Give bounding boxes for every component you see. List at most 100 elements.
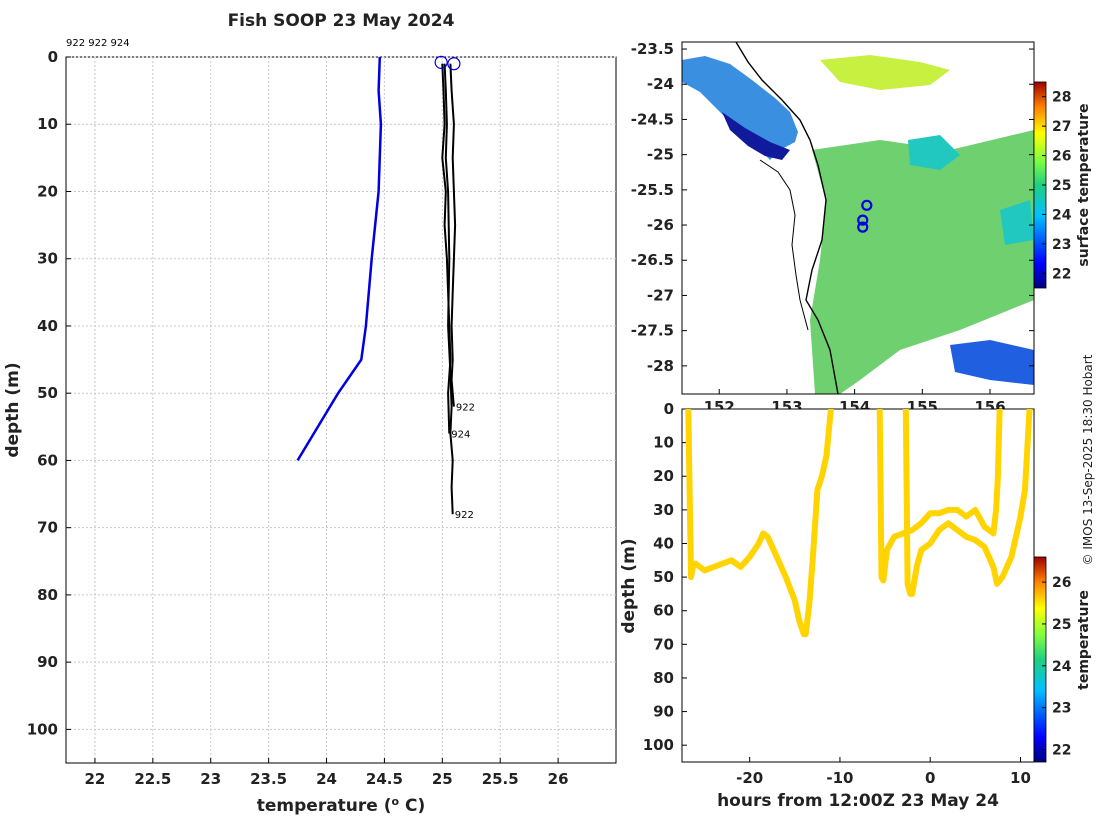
profile-xtick-label: 26: [548, 770, 569, 788]
ts-colorbar-ticks: 22 23 24 25 26: [1042, 575, 1072, 758]
profile-xtick-label: 23: [200, 770, 221, 788]
map-colorbar-ticks: 22 23 24 25 26 27 28: [1042, 90, 1072, 282]
map-blue-patch: [950, 340, 1034, 385]
profile-end-label: 922: [455, 510, 474, 521]
ts-ytick-label: 40: [653, 534, 674, 552]
profile-chart: Fish SOOP 23 May 2024 922 922 924 22 22.5…: [3, 11, 617, 816]
map-colorbar-tick-label: 27: [1052, 119, 1071, 135]
profile-ylabel: depth (m): [3, 362, 23, 457]
ts-ytick-label: 70: [653, 635, 674, 653]
profile-ticks: 22 22.5 23 23.5 24 24.5 25 25.5 26 0 10 20 30 40 50 60 7…: [27, 48, 569, 788]
map-ytick-label: -27.5: [631, 322, 674, 340]
ts-colorbar-tick-label: 23: [1052, 701, 1071, 717]
credit-text: © IMOS 13-Sep-2025 18:30 Hobart: [1081, 354, 1095, 565]
coastline-inner: [759, 159, 809, 331]
ts-xtick-label: -20: [736, 769, 763, 787]
ts-colorbar-tick-label: 22: [1052, 742, 1071, 758]
map-colorbar-tick-label: 26: [1052, 149, 1071, 165]
profile-line-climatology: [296, 56, 383, 462]
ts-ytick-label: 20: [653, 467, 674, 485]
ts-colorbar-label: temperature: [1076, 590, 1092, 690]
profile-xtick-label: 22: [85, 770, 106, 788]
map-warm-patch: [810, 130, 1034, 394]
map-ytick-label: -23.5: [631, 40, 674, 58]
ts-colorbar-tick-label: 25: [1052, 617, 1071, 633]
ts-xtick-label: 0: [925, 769, 935, 787]
map-colorbar-tick-label: 28: [1052, 90, 1071, 106]
ts-xtick-label: -10: [826, 769, 853, 787]
ts-ytick-label: 10: [653, 434, 674, 452]
profile-series: 922 924 922: [296, 55, 475, 521]
profile-ytick-label: 60: [37, 451, 58, 469]
map-ytick-label: -24: [647, 75, 674, 93]
profile-xtick-label: 25: [432, 770, 453, 788]
profile-axes-box: [65, 56, 617, 764]
profile-ytick-label: 20: [37, 182, 58, 200]
sst-map: -23.5 -24 -24.5 -25 -25.5 -26 -26.5 -27 -27.5 -28…: [631, 40, 1092, 416]
ts-ytick-label: 0: [664, 400, 674, 418]
profile-xtick-label: 25.5: [482, 770, 519, 788]
profile-start-marker: [447, 57, 461, 71]
ts-xlabel: hours from 12:00Z 23 May 24: [717, 791, 999, 811]
map-colorbar-label: surface temperature: [1076, 103, 1092, 266]
map-colorbar-tick-label: 24: [1052, 207, 1072, 223]
map-clip: [682, 42, 1034, 394]
map-colorbar-tick-label: 23: [1052, 237, 1071, 253]
ts-axes-box: [681, 408, 1035, 763]
map-colorbar-tick-label: 25: [1052, 178, 1071, 194]
map-ytick-label: -25.5: [631, 181, 674, 199]
profile-header-ids: 922 922 924: [66, 38, 130, 49]
profile-xtick-label: 24: [316, 770, 337, 788]
map-cool-band: [682, 56, 798, 160]
ts-ytick-label: 100: [643, 736, 674, 754]
map-ytick-label: -26: [647, 216, 674, 234]
profile-ytick-label: 0: [48, 48, 58, 66]
map-profile-marker: [857, 214, 869, 226]
ts-track-922b: [902, 409, 1033, 597]
profile-ytick-label: 70: [37, 519, 58, 537]
map-profile-marker: [861, 199, 873, 211]
map-ytick-label: -25: [647, 146, 674, 164]
profile-end-label: 922: [456, 403, 475, 414]
profile-ytick-label: 10: [37, 115, 58, 133]
profile-start-marker: [434, 55, 448, 69]
profile-xtick-label: 23.5: [250, 770, 287, 788]
profile-xtick-label: 24.5: [366, 770, 403, 788]
profile-end-label: 924: [451, 430, 470, 441]
ts-track-924: [876, 409, 1003, 584]
map-ytick-label: -26.5: [631, 251, 674, 269]
ts-colorbar: [1033, 556, 1047, 763]
ts-xtick-label: 10: [1010, 769, 1031, 787]
coastline: [735, 42, 839, 394]
map-yellow-patch: [820, 55, 950, 90]
profile-ytick-label: 80: [37, 586, 58, 604]
map-colorbar-tick-label: 22: [1052, 266, 1071, 282]
profile-ytick-label: 90: [37, 653, 58, 671]
profile-line-922b: [443, 63, 454, 515]
ts-ytick-label: 30: [653, 501, 674, 519]
ts-colorbar-tick-label: 24: [1052, 659, 1072, 675]
map-profile-marker: [857, 221, 869, 233]
profile-ytick-label: 40: [37, 317, 58, 335]
profile-xlabel: temperature (o C): [257, 795, 426, 816]
ts-ytick-label: 60: [653, 602, 674, 620]
ts-tracks: [685, 409, 1033, 638]
ts-ytick-label: 90: [653, 703, 674, 721]
map-ytick-label: -24.5: [631, 110, 674, 128]
profile-ytick-label: 50: [37, 384, 58, 402]
ts-colorbar-tick-label: 26: [1052, 575, 1071, 591]
ts-track-922: [685, 409, 834, 638]
chart-title: Fish SOOP 23 May 2024: [228, 11, 455, 31]
profile-ytick-label: 30: [37, 250, 58, 268]
map-profile-markers: [857, 199, 873, 233]
ts-ytick-label: 50: [653, 568, 674, 586]
map-cyan-patches: [908, 135, 1034, 245]
map-cold-band: [722, 112, 790, 160]
profile-ytick-label: 100: [27, 720, 58, 738]
profile-xtick-label: 22.5: [134, 770, 171, 788]
ts-ytick-label: 80: [653, 669, 674, 687]
map-ytick-label: -27: [647, 286, 674, 304]
